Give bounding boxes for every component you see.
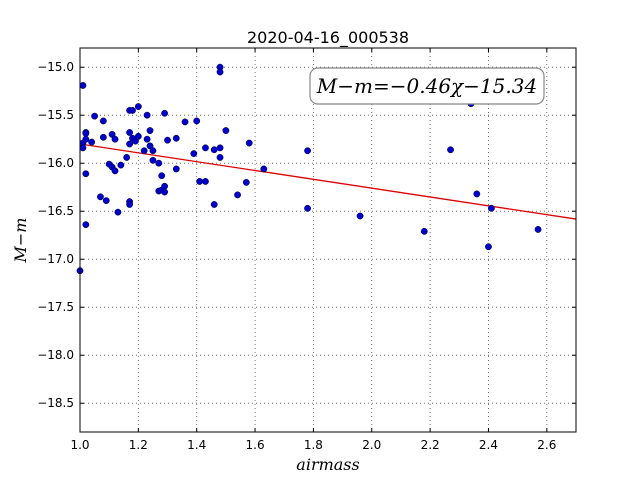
data-point bbox=[534, 226, 542, 233]
y-tick-label: −18.0 bbox=[37, 348, 74, 362]
tick-labels: 1.0 1.2 1.4 1.6 1.8 2.0 2.2 2.4 2.6 −15.0 −15.5 −16… bbox=[37, 60, 556, 452]
fit-annotation-box bbox=[309, 67, 545, 105]
x-tick-label: 2.6 bbox=[537, 438, 556, 452]
data-point bbox=[210, 201, 218, 208]
data-point bbox=[155, 159, 163, 167]
data-point bbox=[190, 150, 198, 158]
data-point bbox=[117, 161, 125, 169]
data-point bbox=[114, 208, 122, 216]
y-tick-label: −15.0 bbox=[37, 60, 74, 74]
data-point bbox=[245, 139, 253, 147]
data-point bbox=[82, 221, 90, 229]
data-point bbox=[485, 243, 492, 251]
data-point bbox=[473, 190, 481, 198]
data-point bbox=[82, 170, 90, 178]
x-tick-label: 1.4 bbox=[187, 438, 206, 452]
data-point bbox=[216, 144, 224, 152]
y-tick-label: −17.0 bbox=[37, 252, 74, 266]
data-point bbox=[161, 188, 169, 196]
data-point bbox=[161, 182, 169, 190]
data-point bbox=[102, 197, 110, 205]
y-tick-label: −16.0 bbox=[37, 156, 74, 170]
data-point bbox=[216, 68, 224, 76]
data-point bbox=[146, 127, 154, 134]
fit-annotation-text: M−m=−0.46χ−15.34 bbox=[316, 74, 537, 98]
data-point bbox=[111, 167, 119, 175]
data-point bbox=[88, 138, 96, 146]
x-tick-label: 1.0 bbox=[70, 438, 89, 452]
data-point bbox=[82, 135, 90, 143]
data-point bbox=[158, 172, 166, 180]
data-point bbox=[202, 144, 209, 152]
data-point bbox=[487, 204, 495, 212]
y-axis-label: M−m bbox=[11, 218, 30, 264]
data-point bbox=[126, 140, 134, 148]
data-point bbox=[172, 165, 180, 173]
data-point bbox=[99, 117, 107, 125]
data-point bbox=[91, 112, 98, 120]
fit-annotation: M−m=−0.46χ−15.34 bbox=[309, 67, 545, 105]
data-point bbox=[196, 178, 204, 185]
y-tick-label: −15.5 bbox=[37, 108, 74, 122]
data-point bbox=[149, 147, 157, 155]
y-tick-label: −17.5 bbox=[37, 300, 74, 314]
data-point bbox=[202, 178, 209, 185]
data-point bbox=[140, 147, 148, 155]
data-point bbox=[181, 118, 189, 126]
y-tick-label: −18.5 bbox=[37, 396, 74, 410]
data-point bbox=[172, 134, 180, 142]
axis-ticks bbox=[79, 48, 576, 432]
data-point bbox=[304, 147, 311, 155]
data-point bbox=[126, 201, 134, 208]
data-point bbox=[161, 109, 169, 117]
y-tick-label: −16.5 bbox=[37, 204, 74, 218]
data-point bbox=[149, 156, 157, 164]
data-point bbox=[79, 82, 87, 89]
data-point bbox=[111, 135, 119, 143]
x-tick-label: 2.2 bbox=[421, 438, 440, 452]
grid-lines bbox=[79, 48, 576, 432]
data-point bbox=[97, 193, 104, 201]
data-point bbox=[99, 133, 107, 141]
x-tick-label: 1.8 bbox=[304, 438, 323, 452]
x-axis-label: airmass bbox=[296, 455, 359, 474]
data-point bbox=[222, 127, 230, 134]
data-point bbox=[143, 135, 151, 143]
data-point bbox=[447, 146, 454, 154]
x-tick-label: 1.6 bbox=[246, 438, 265, 452]
data-point bbox=[420, 227, 428, 235]
data-point bbox=[126, 129, 134, 136]
data-point bbox=[356, 212, 364, 220]
data-point bbox=[242, 178, 250, 186]
data-point bbox=[193, 117, 201, 125]
x-tick-label: 2.0 bbox=[362, 438, 381, 452]
data-point bbox=[134, 103, 142, 110]
data-point bbox=[210, 146, 218, 154]
data-point bbox=[143, 111, 151, 119]
data-point bbox=[260, 165, 268, 173]
data-point bbox=[123, 154, 131, 161]
data-point bbox=[234, 191, 241, 199]
data-point bbox=[129, 107, 136, 114]
data-points bbox=[76, 63, 542, 275]
data-point bbox=[216, 154, 224, 161]
data-point bbox=[82, 130, 90, 137]
plot-frame bbox=[79, 47, 577, 433]
x-tick-label: 2.4 bbox=[479, 438, 498, 452]
x-tick-label: 1.2 bbox=[129, 438, 148, 452]
chart-title: 2020-04-16_000538 bbox=[247, 28, 409, 48]
data-point bbox=[164, 136, 171, 144]
data-point bbox=[79, 144, 87, 152]
data-point bbox=[304, 204, 311, 212]
data-point bbox=[134, 132, 142, 140]
